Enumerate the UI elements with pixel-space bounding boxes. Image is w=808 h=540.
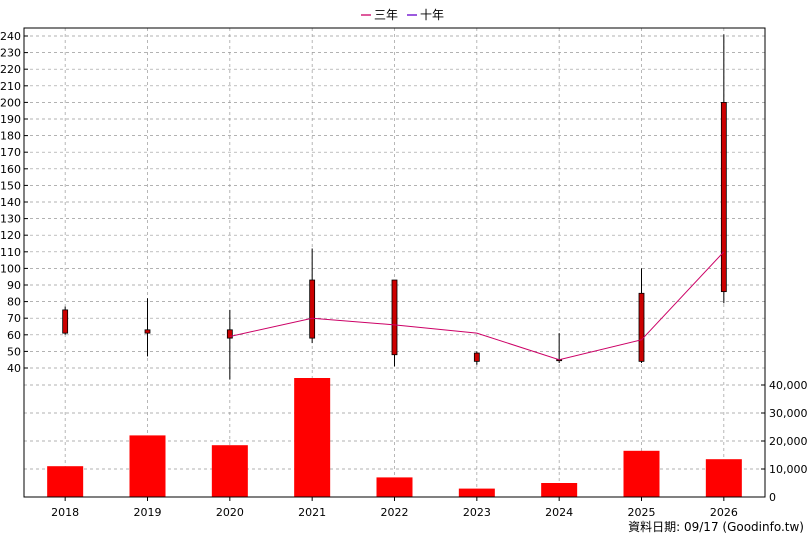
volume-bar-2022 [376, 477, 413, 497]
volume-tick-label: 40,000 [769, 379, 808, 392]
volume-tick-label: 10,000 [769, 463, 808, 476]
price-tick-label: 190 [0, 113, 21, 126]
volume-bar-2020 [211, 445, 248, 497]
price-tick-label: 70 [7, 312, 21, 325]
candle-body-2020 [226, 329, 233, 339]
candle-body-2021 [309, 279, 316, 339]
price-tick-label: 220 [0, 63, 21, 76]
candle-body-2026 [720, 102, 727, 293]
legend-label-3y: 三年 [374, 8, 398, 22]
volume-bar-2024 [541, 483, 578, 497]
volume-tick-label: 0 [769, 491, 776, 504]
price-tick-label: 120 [0, 229, 21, 242]
x-tick-label: 2020 [216, 506, 244, 519]
x-tick-label: 2021 [298, 506, 326, 519]
volume-axis-ticks: 0 10,000 20,000 30,000 40,000 [761, 379, 808, 504]
data-date-credit: 資料日期: 09/17 (Goodinfo.tw) [628, 520, 804, 534]
x-tick-label: 2024 [545, 506, 573, 519]
price-tick-label: 140 [0, 196, 21, 209]
price-tick-label: 80 [7, 296, 21, 309]
candle-body-2022 [391, 279, 398, 356]
x-tick-label: 2018 [51, 506, 79, 519]
candlesticks [62, 34, 727, 380]
volume-bar-2026 [705, 459, 742, 497]
candle-body-2025 [638, 292, 645, 362]
volume-bar-2025 [623, 450, 660, 497]
x-tick-label: 2022 [381, 506, 409, 519]
price-tick-label: 90 [7, 279, 21, 292]
x-axis-ticks: 2018 2019 2020 2021 2022 2023 2024 2025 2026 [51, 497, 738, 519]
price-tick-label: 150 [0, 179, 21, 192]
x-tick-label: 2026 [710, 506, 738, 519]
volume-tick-label: 20,000 [769, 435, 808, 448]
price-tick-label: 40 [7, 362, 21, 375]
price-tick-label: 100 [0, 262, 21, 275]
legend-label-10y: 十年 [420, 8, 444, 22]
price-tick-label: 60 [7, 329, 21, 342]
candle-body-2018 [62, 309, 69, 334]
volume-bars [47, 378, 742, 497]
price-tick-label: 110 [0, 246, 21, 259]
three-year-line-path [229, 251, 725, 361]
volume-tick-label: 30,000 [769, 407, 808, 420]
volume-bar-2019 [129, 435, 166, 497]
x-tick-label: 2019 [134, 506, 162, 519]
volume-bar-2018 [47, 466, 84, 497]
price-tick-label: 230 [0, 47, 21, 60]
legend: 三年 十年 [361, 8, 444, 22]
price-tick-label: 200 [0, 96, 21, 109]
volume-bar-2023 [458, 488, 495, 497]
x-tick-label: 2025 [628, 506, 656, 519]
volume-bar-2021 [294, 378, 331, 497]
price-tick-label: 170 [0, 146, 21, 159]
price-tick-label: 130 [0, 213, 21, 226]
price-tick-label: 160 [0, 163, 21, 176]
price-tick-label: 180 [0, 130, 21, 143]
x-tick-label: 2023 [463, 506, 491, 519]
candle-body-2019 [144, 329, 151, 334]
three-year-line [229, 251, 725, 361]
price-tick-label: 240 [0, 30, 21, 43]
grid-lines [24, 28, 765, 497]
price-tick-label: 210 [0, 80, 21, 93]
price-axis-ticks: 40 50 60 70 80 90 100 110 120 130 140 150 160 170 180 1… [0, 30, 28, 375]
candle-body-2023 [473, 352, 480, 362]
price-tick-label: 50 [7, 345, 21, 358]
